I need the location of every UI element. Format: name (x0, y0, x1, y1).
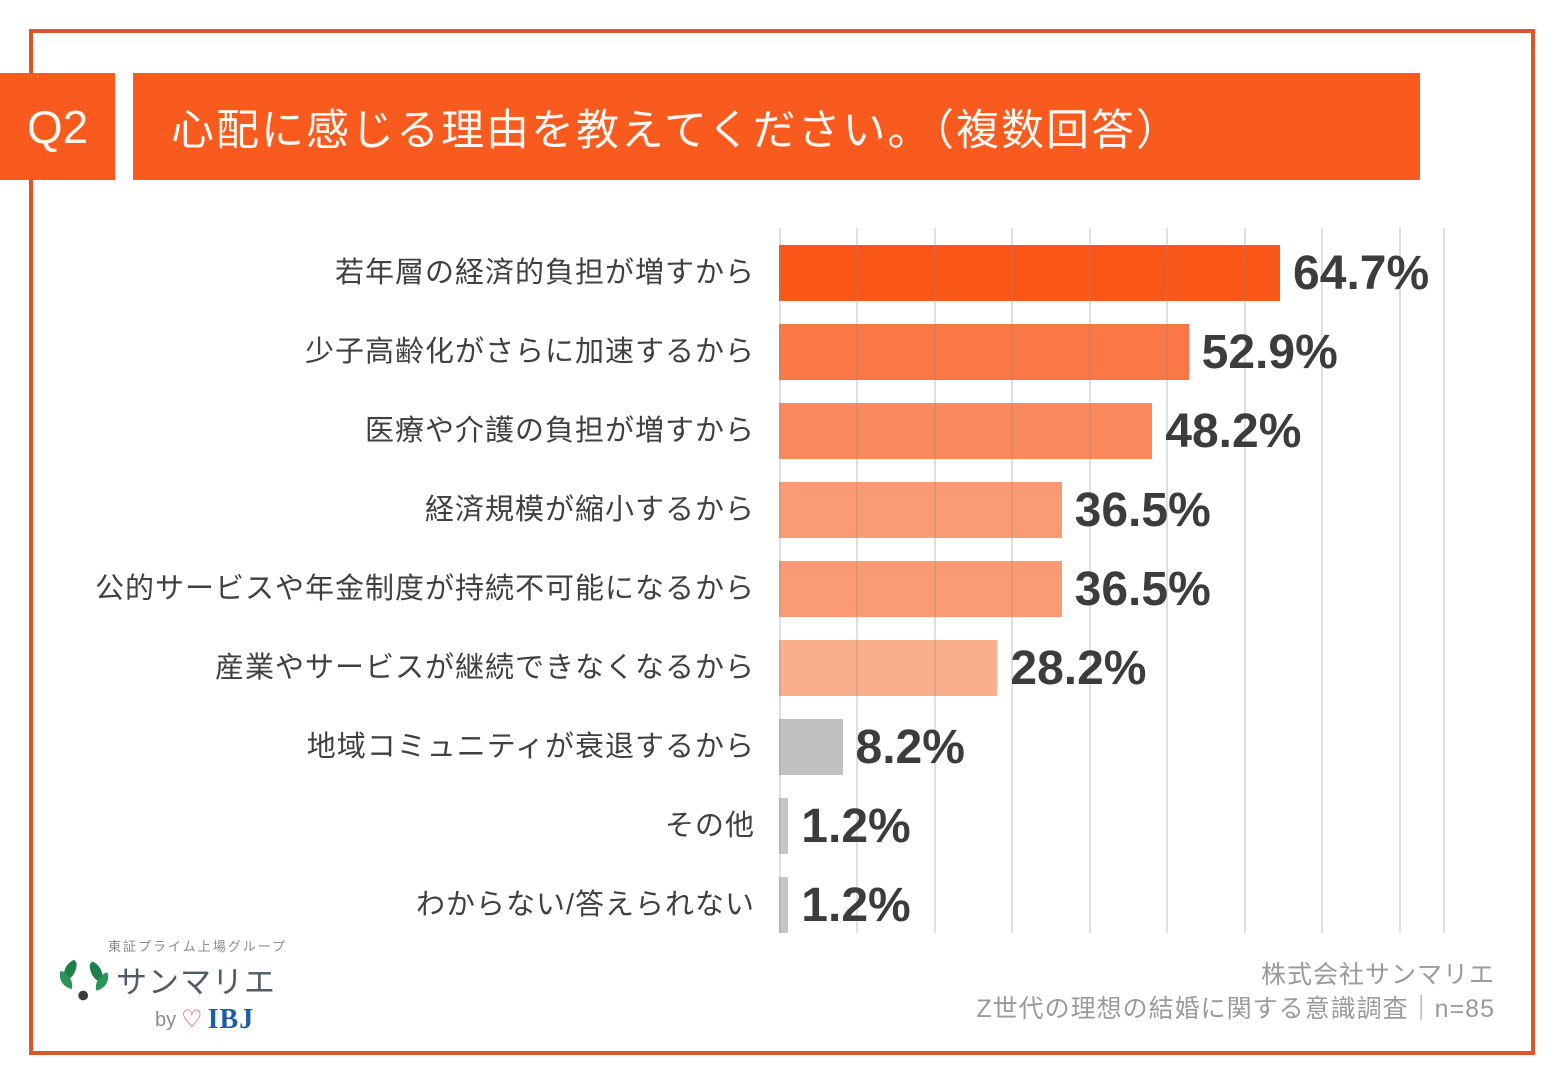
ibj-logo: IBJ (207, 1004, 255, 1035)
brand-name: サンマリエ (116, 965, 276, 1000)
chart-row: 若年層の経済的負担が増すから 64.7% (0, 234, 1560, 313)
logo-tagline: 東証プライム上場グループ (108, 939, 287, 954)
bar-chart: 若年層の経済的負担が増すから 64.7% 少子高齢化がさらに加速するから 52.… (0, 228, 1560, 945)
heart-icon: ♡ (181, 1006, 203, 1033)
credit-survey: Z世代の理想の結婚に関する意識調査｜n=85 (976, 995, 1495, 1023)
value-label: 28.2% (1010, 642, 1147, 695)
bar (779, 482, 1062, 538)
category-label: 公的サービスや年金制度が持続不可能になるから (94, 573, 755, 605)
bar (779, 245, 1280, 301)
leaf-logo-icon (59, 959, 109, 1000)
value-label: 52.9% (1201, 326, 1338, 379)
category-label: 若年層の経済的負担が増すから (334, 257, 755, 289)
credit-company: 株式会社サンマリエ (1260, 961, 1495, 989)
value-label: 1.2% (801, 800, 911, 853)
by-label: by (155, 1008, 177, 1031)
question-badge: Q2 (0, 73, 115, 180)
question-badge-label: Q2 (26, 100, 89, 153)
chart-row: 公的サービスや年金制度が持続不可能になるから 36.5% (0, 550, 1560, 629)
category-label: 地域コミュニティが衰退するから (306, 731, 755, 763)
survey-credit: 株式会社サンマリエ Z世代の理想の結婚に関する意識調査｜n=85 (976, 958, 1495, 1026)
question-title-bar: 心配に感じる理由を教えてください。（複数回答） (133, 73, 1420, 180)
category-label: その他 (664, 810, 755, 842)
chart-row: 少子高齢化がさらに加速するから 52.9% (0, 313, 1560, 392)
chart-row: 経済規模が縮小するから 36.5% (0, 471, 1560, 550)
category-label: 少子高齢化がさらに加速するから (304, 336, 755, 368)
chart-row: 産業やサービスが継続できなくなるから 28.2% (0, 629, 1560, 708)
category-label: 産業やサービスが継続できなくなるから (214, 652, 755, 684)
bar (779, 877, 789, 933)
chart-row: わからない/答えられない 1.2% (0, 866, 1560, 945)
bar (779, 561, 1062, 617)
category-label: わからない/答えられない (415, 889, 755, 921)
company-logo: 東証プライム上場グループ サンマリエ by ♡ IBJ (58, 936, 398, 1036)
value-label: 36.5% (1074, 484, 1211, 537)
bar (779, 798, 789, 854)
bar (779, 324, 1189, 380)
category-label: 医療や介護の負担が増すから (364, 415, 755, 447)
value-label: 8.2% (855, 721, 965, 774)
chart-row: 地域コミュニティが衰退するから 8.2% (0, 708, 1560, 787)
bar (779, 719, 843, 775)
bar (779, 403, 1153, 459)
chart-row: その他 1.2% (0, 787, 1560, 866)
value-label: 36.5% (1074, 563, 1211, 616)
chart-row: 医療や介護の負担が増すから 48.2% (0, 392, 1560, 471)
value-label: 48.2% (1165, 405, 1302, 458)
bar (779, 640, 998, 696)
category-label: 経済規模が縮小するから (424, 494, 755, 526)
value-label: 64.7% (1293, 247, 1430, 300)
value-label: 1.2% (801, 879, 911, 932)
question-title: 心配に感じる理由を教えてください。（複数回答） (171, 106, 1182, 155)
